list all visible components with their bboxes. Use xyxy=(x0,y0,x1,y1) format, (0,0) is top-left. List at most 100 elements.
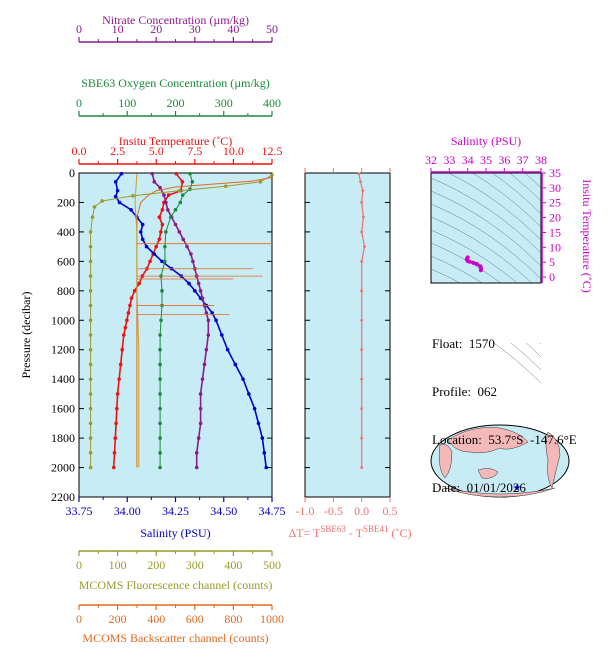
salinity-tick-label: 34.75 xyxy=(259,504,286,518)
oxygen-point xyxy=(163,244,167,249)
nitrate-point xyxy=(194,451,199,455)
delta-tick-label: 0.0 xyxy=(354,504,369,518)
temperature-point xyxy=(154,244,158,249)
temperature-point xyxy=(160,208,165,212)
nitrate-point xyxy=(198,421,203,426)
fluorescence-tick-label: 400 xyxy=(224,558,242,572)
fluorescence-point xyxy=(88,244,93,249)
temperature-point xyxy=(129,296,134,300)
ts-y-tick-label: 25 xyxy=(549,196,561,210)
fluorescence-axis-title: MCOMS Fluorescence channel (counts) xyxy=(79,578,273,592)
delta-point xyxy=(360,466,364,469)
oxygen-point xyxy=(160,289,164,293)
temperature-point xyxy=(157,237,162,242)
backscatter-tick-label: 800 xyxy=(224,612,242,626)
oxygen-tick-label: 300 xyxy=(215,96,233,110)
delta-point xyxy=(357,172,361,176)
nitrate-axis-title: Nitrate Concentration (µm/kg) xyxy=(102,13,249,27)
fluorescence-point xyxy=(88,406,93,411)
temperature-point xyxy=(114,421,118,426)
salinity-point xyxy=(233,362,238,367)
nitrate-point xyxy=(181,237,186,242)
salinity-point xyxy=(256,421,261,426)
pressure-tick-label: 1400 xyxy=(51,372,75,386)
nitrate-point xyxy=(196,281,201,286)
temperature-tick-label: 2.5 xyxy=(110,144,125,158)
ts-x-tick-label: 38 xyxy=(535,153,547,167)
americas-landmass xyxy=(545,431,561,489)
nitrate-tick-label: 30 xyxy=(189,22,201,36)
salinity-point xyxy=(241,377,245,381)
oxygen-tick-label: 400 xyxy=(263,96,281,110)
date-line: Date: 01/01/2026 xyxy=(432,480,526,495)
temperature-point xyxy=(180,180,185,184)
temperature-point xyxy=(160,222,165,227)
fluorescence-point xyxy=(88,333,93,337)
fluorescence-point xyxy=(88,362,93,367)
ts-x-tick-label: 33 xyxy=(443,153,455,167)
profile-number: 062 xyxy=(477,384,498,399)
fluorescence-point xyxy=(88,392,93,396)
temperature-point xyxy=(132,289,137,293)
delta-point xyxy=(361,189,365,193)
float-info: Float: 1570 Profile: 062 Location: 53.7°… xyxy=(432,304,577,512)
fluorescence-point xyxy=(88,318,93,323)
ts-mask xyxy=(391,283,591,343)
oxygen-point xyxy=(164,230,168,234)
salinity-point xyxy=(152,252,157,256)
fluorescence-point xyxy=(90,215,95,219)
sal-secondary-line xyxy=(134,173,140,468)
ts-y-tick-label: 5 xyxy=(549,255,555,269)
salinity-point xyxy=(187,281,191,286)
nitrate-point xyxy=(191,259,195,264)
fluorescence-point xyxy=(88,303,93,308)
ts-mask xyxy=(391,93,591,173)
oxygen-axis-title: SBE63 Oxygen Concentration (µm/kg) xyxy=(81,76,270,90)
oxygen-point xyxy=(173,208,178,212)
ts-y-tick-label: 10 xyxy=(549,240,561,254)
oxygen-point xyxy=(158,377,162,381)
ts-point xyxy=(471,260,476,265)
asia-landmass xyxy=(447,427,529,454)
density-isoline xyxy=(430,177,542,254)
salinity-point xyxy=(115,188,120,193)
delta-point xyxy=(360,230,364,234)
temperature-tick-label: 5.0 xyxy=(149,144,164,158)
temperature-point xyxy=(121,333,126,337)
oxygen-point xyxy=(158,333,162,337)
oxygen-point xyxy=(158,392,162,396)
fluorescence-tick-label: 300 xyxy=(186,558,204,572)
temperature-point xyxy=(126,311,131,315)
oxygen-point xyxy=(158,451,162,455)
pressure-axis: 0 200 400 600 800 1000 1200 1400 1600 1800 2000 220… xyxy=(19,166,272,504)
ts-point xyxy=(478,268,483,273)
temperature-axis-title: Insitu Temperature (˚C) xyxy=(119,134,233,148)
top-axes: 0 10 20 30 40 50 Nitrate Concentration (µm/kg)… xyxy=(72,13,283,165)
nitrate-point xyxy=(162,193,166,197)
salinity-tick-label: 33.75 xyxy=(66,504,93,518)
temperature-tick-label: 7.5 xyxy=(187,144,202,158)
ts-x-tick-label: 32 xyxy=(425,153,437,167)
salinity-tick-label: 34.50 xyxy=(210,504,237,518)
delta-axis-title: ΔT= TSBE63 - TSBE41 (˚C) xyxy=(288,524,411,540)
ts-plot-area xyxy=(430,172,542,284)
oxygen-point xyxy=(178,200,183,205)
fluorescence-point xyxy=(88,465,93,470)
salinity-point xyxy=(220,333,224,337)
profile-line: Profile: 062 xyxy=(432,384,498,399)
nitrate-point xyxy=(158,185,162,190)
temperature-point xyxy=(115,406,119,411)
salinity-point xyxy=(140,222,145,227)
fluorescence-point xyxy=(223,184,228,189)
pressure-tick-label: 800 xyxy=(57,284,75,298)
temperature-point xyxy=(159,230,163,234)
delta-point xyxy=(360,377,364,381)
fluorescence-point xyxy=(88,436,93,440)
delta-point xyxy=(360,289,364,293)
delta-tick-label: 0.5 xyxy=(383,504,398,518)
nitrate-point xyxy=(200,377,205,381)
temperature-tick-label: 10.0 xyxy=(223,144,244,158)
backscatter-tick-label: 400 xyxy=(147,612,165,626)
temperature-tick-label: 12.5 xyxy=(262,144,283,158)
temperature-point xyxy=(113,436,118,440)
